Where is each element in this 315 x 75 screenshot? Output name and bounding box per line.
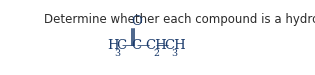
Text: —: — [122, 39, 135, 52]
Text: CH: CH [146, 39, 167, 52]
Text: —: — [155, 39, 169, 52]
Text: CH: CH [164, 39, 186, 52]
Text: 2: 2 [153, 49, 159, 58]
Text: C: C [116, 39, 126, 52]
Text: C: C [131, 39, 141, 52]
Text: 3: 3 [172, 49, 178, 58]
Text: H: H [108, 39, 119, 52]
Text: O: O [132, 15, 142, 28]
Text: Determine whether each compound is a hydrocarbon.: Determine whether each compound is a hyd… [44, 13, 315, 26]
Text: 3: 3 [114, 49, 120, 58]
Text: —: — [136, 39, 150, 52]
